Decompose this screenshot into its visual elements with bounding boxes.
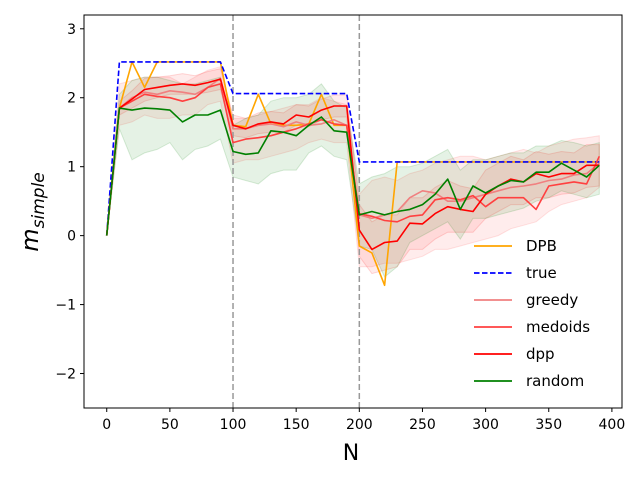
x-tick-label-0: 0 xyxy=(102,417,111,433)
legend-label-greedy: greedy xyxy=(526,291,578,309)
y-axis-label: msimple xyxy=(16,172,49,252)
y-axis-label-main: m xyxy=(16,228,44,251)
y-tick-label-2: 2 xyxy=(67,91,76,107)
legend-label-dpb: DPB xyxy=(526,237,557,255)
x-tick-label-150: 150 xyxy=(283,417,310,433)
series-line-random xyxy=(105,107,600,236)
x-axis-label: N xyxy=(343,441,359,466)
x-axis-ticks: 0 50 100 150 200 250 300 350 400 xyxy=(102,408,625,433)
x-tick-label-50: 50 xyxy=(161,417,179,433)
y-axis-label-subscript: simple xyxy=(29,172,49,228)
y-tick-label-0: 0 xyxy=(67,229,76,245)
x-tick-label-300: 300 xyxy=(472,417,499,433)
series-line-true xyxy=(105,61,600,236)
x-tick-label-400: 400 xyxy=(599,417,626,433)
x-tick-label-200: 200 xyxy=(346,417,373,433)
x-tick-label-100: 100 xyxy=(220,417,247,433)
reference-lines xyxy=(232,15,361,408)
series-lines xyxy=(105,61,601,287)
legend: DPB true greedy medoids dpp random xyxy=(474,237,590,390)
legend-label-random: random xyxy=(526,372,584,390)
y-tick-label--1: −1 xyxy=(55,298,76,314)
y-tick-label--2: −2 xyxy=(55,367,76,383)
x-tick-label-350: 350 xyxy=(535,417,562,433)
legend-label-dpp: dpp xyxy=(526,345,555,363)
x-tick-label-250: 250 xyxy=(409,417,436,433)
y-tick-label-1: 1 xyxy=(67,160,76,176)
plot-frame xyxy=(83,14,623,409)
y-axis-ticks: −2 −1 0 1 2 3 xyxy=(55,22,84,383)
legend-label-medoids: medoids xyxy=(526,318,590,336)
y-tick-label-3: 3 xyxy=(67,22,76,38)
legend-label-true: true xyxy=(526,264,557,282)
